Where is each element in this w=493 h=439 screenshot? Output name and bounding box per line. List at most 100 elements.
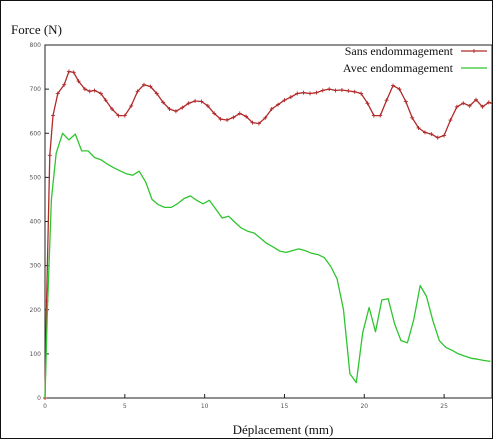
data-point: [212, 111, 217, 116]
data-point: [339, 88, 344, 93]
data-point: [467, 103, 472, 108]
data-point: [50, 113, 55, 118]
y-tick-label: 800: [30, 42, 42, 49]
data-point: [224, 118, 229, 123]
y-tick-label: 500: [30, 174, 42, 181]
data-point: [92, 88, 97, 93]
data-point: [263, 115, 268, 120]
data-point: [193, 99, 198, 104]
data-point: [314, 90, 319, 95]
data-point: [295, 91, 300, 96]
data-point: [429, 132, 434, 137]
y-tick-label: 300: [30, 263, 42, 270]
data-point: [333, 88, 338, 93]
data-point: [435, 135, 440, 140]
data-point: [359, 91, 364, 96]
data-point: [410, 115, 415, 120]
x-axis-label: Déplacement (mm): [233, 422, 334, 437]
data-point: [474, 97, 479, 102]
data-point: [110, 106, 115, 111]
data-point: [308, 91, 313, 96]
data-point: [276, 102, 281, 107]
data-point: [161, 100, 166, 105]
data-point: [282, 98, 287, 103]
data-point: [352, 89, 357, 94]
data-point: [129, 103, 134, 108]
data-point: [403, 99, 408, 104]
y-axis-label: Force (N): [11, 22, 62, 37]
x-tick-label: 20: [360, 403, 368, 410]
data-point: [250, 120, 255, 125]
data-point: [218, 117, 223, 122]
data-point: [301, 90, 306, 95]
data-point: [256, 121, 261, 126]
x-tick-label: 25: [440, 403, 448, 410]
y-tick-label: 0: [37, 395, 41, 402]
data-point: [454, 104, 459, 109]
data-point: [486, 100, 491, 105]
series-lines: [43, 69, 492, 400]
data-point: [346, 88, 351, 93]
data-point: [327, 87, 332, 92]
data-point: [205, 103, 210, 108]
data-point: [82, 87, 87, 92]
data-point: [76, 79, 81, 84]
data-point: [384, 98, 389, 103]
data-point: [98, 91, 103, 96]
data-point: [397, 87, 402, 92]
plot-area: [44, 44, 492, 399]
data-point: [66, 69, 71, 74]
data-point: [320, 88, 325, 93]
data-point: [244, 114, 249, 119]
data-point: [167, 106, 172, 111]
data-point: [199, 99, 204, 104]
data-point: [237, 111, 242, 116]
data-point: [231, 115, 236, 120]
y-tick-label: 200: [30, 307, 42, 314]
data-point: [173, 109, 178, 114]
y-tick-label: 700: [30, 86, 42, 93]
legend-marker: [472, 49, 476, 53]
data-point: [269, 106, 274, 111]
series-line-2: [44, 132, 491, 399]
data-point: [87, 89, 92, 94]
data-point: [288, 95, 293, 100]
data-point: [186, 101, 191, 106]
data-point: [55, 91, 60, 96]
data-point: [371, 113, 376, 118]
data-point: [148, 84, 153, 89]
data-point: [135, 89, 140, 94]
data-point: [461, 101, 466, 106]
data-point: [422, 130, 427, 135]
y-tick-label: 400: [30, 219, 42, 226]
y-tick-label: 600: [30, 130, 42, 137]
series-line-1: [44, 70, 492, 399]
legend-label: Sans endommagement: [345, 44, 454, 58]
data-point: [62, 82, 67, 87]
x-tick-label: 0: [43, 403, 47, 410]
data-point: [180, 105, 185, 110]
x-tick-label: 10: [201, 403, 209, 410]
y-tick-label: 100: [30, 351, 42, 358]
data-point: [141, 82, 146, 87]
data-point: [378, 113, 383, 118]
data-point: [448, 118, 453, 123]
data-point: [47, 153, 52, 158]
data-point: [442, 133, 447, 138]
data-point: [122, 113, 127, 118]
data-point: [391, 83, 396, 88]
data-point: [365, 101, 370, 106]
data-point: [154, 91, 159, 96]
data-point: [71, 70, 76, 75]
data-point: [480, 104, 485, 109]
legend: Sans endommagement Avec endommagement: [343, 44, 487, 75]
data-point: [490, 101, 492, 106]
data-point: [116, 113, 121, 118]
x-tick-label: 5: [123, 403, 127, 410]
x-tick-label: 15: [281, 403, 289, 410]
legend-label: Avec endommagement: [343, 61, 454, 75]
data-point: [103, 98, 108, 103]
data-point: [416, 125, 421, 130]
